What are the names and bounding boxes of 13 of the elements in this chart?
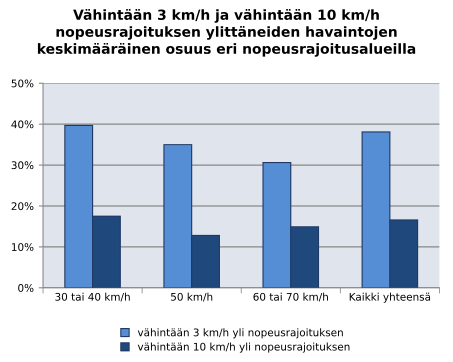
x-tick-label: 60 tai 70 km/h bbox=[253, 292, 328, 302]
chart-title: Vähintään 3 km/h ja vähintään 10 km/h nopeusrajoituksen ylittäneiden havaintojen keskimääräinen osuus eri nopeusrajoitusalueilla bbox=[38, 9, 416, 57]
y-tick-label: 30% bbox=[12, 161, 34, 170]
y-tick-label: 20% bbox=[12, 202, 34, 210]
y-tick-label: 10% bbox=[12, 243, 34, 251]
legend-label: vähintään 3 km/h yli nopeusrajoituksen bbox=[138, 328, 343, 338]
legend-label: vähintään 10 km/h yli nopeusrajoituksen bbox=[138, 342, 350, 353]
y-tick-label: 0% bbox=[18, 284, 34, 292]
y-tick-label: 50% bbox=[12, 79, 34, 88]
x-tick-label: 30 tai 40 km/h bbox=[55, 292, 130, 302]
x-tick-label: Kaikki yhteensä bbox=[350, 292, 430, 303]
x-tick-label: 50 km/h bbox=[171, 292, 212, 302]
y-tick-label: 40% bbox=[11, 120, 34, 128]
